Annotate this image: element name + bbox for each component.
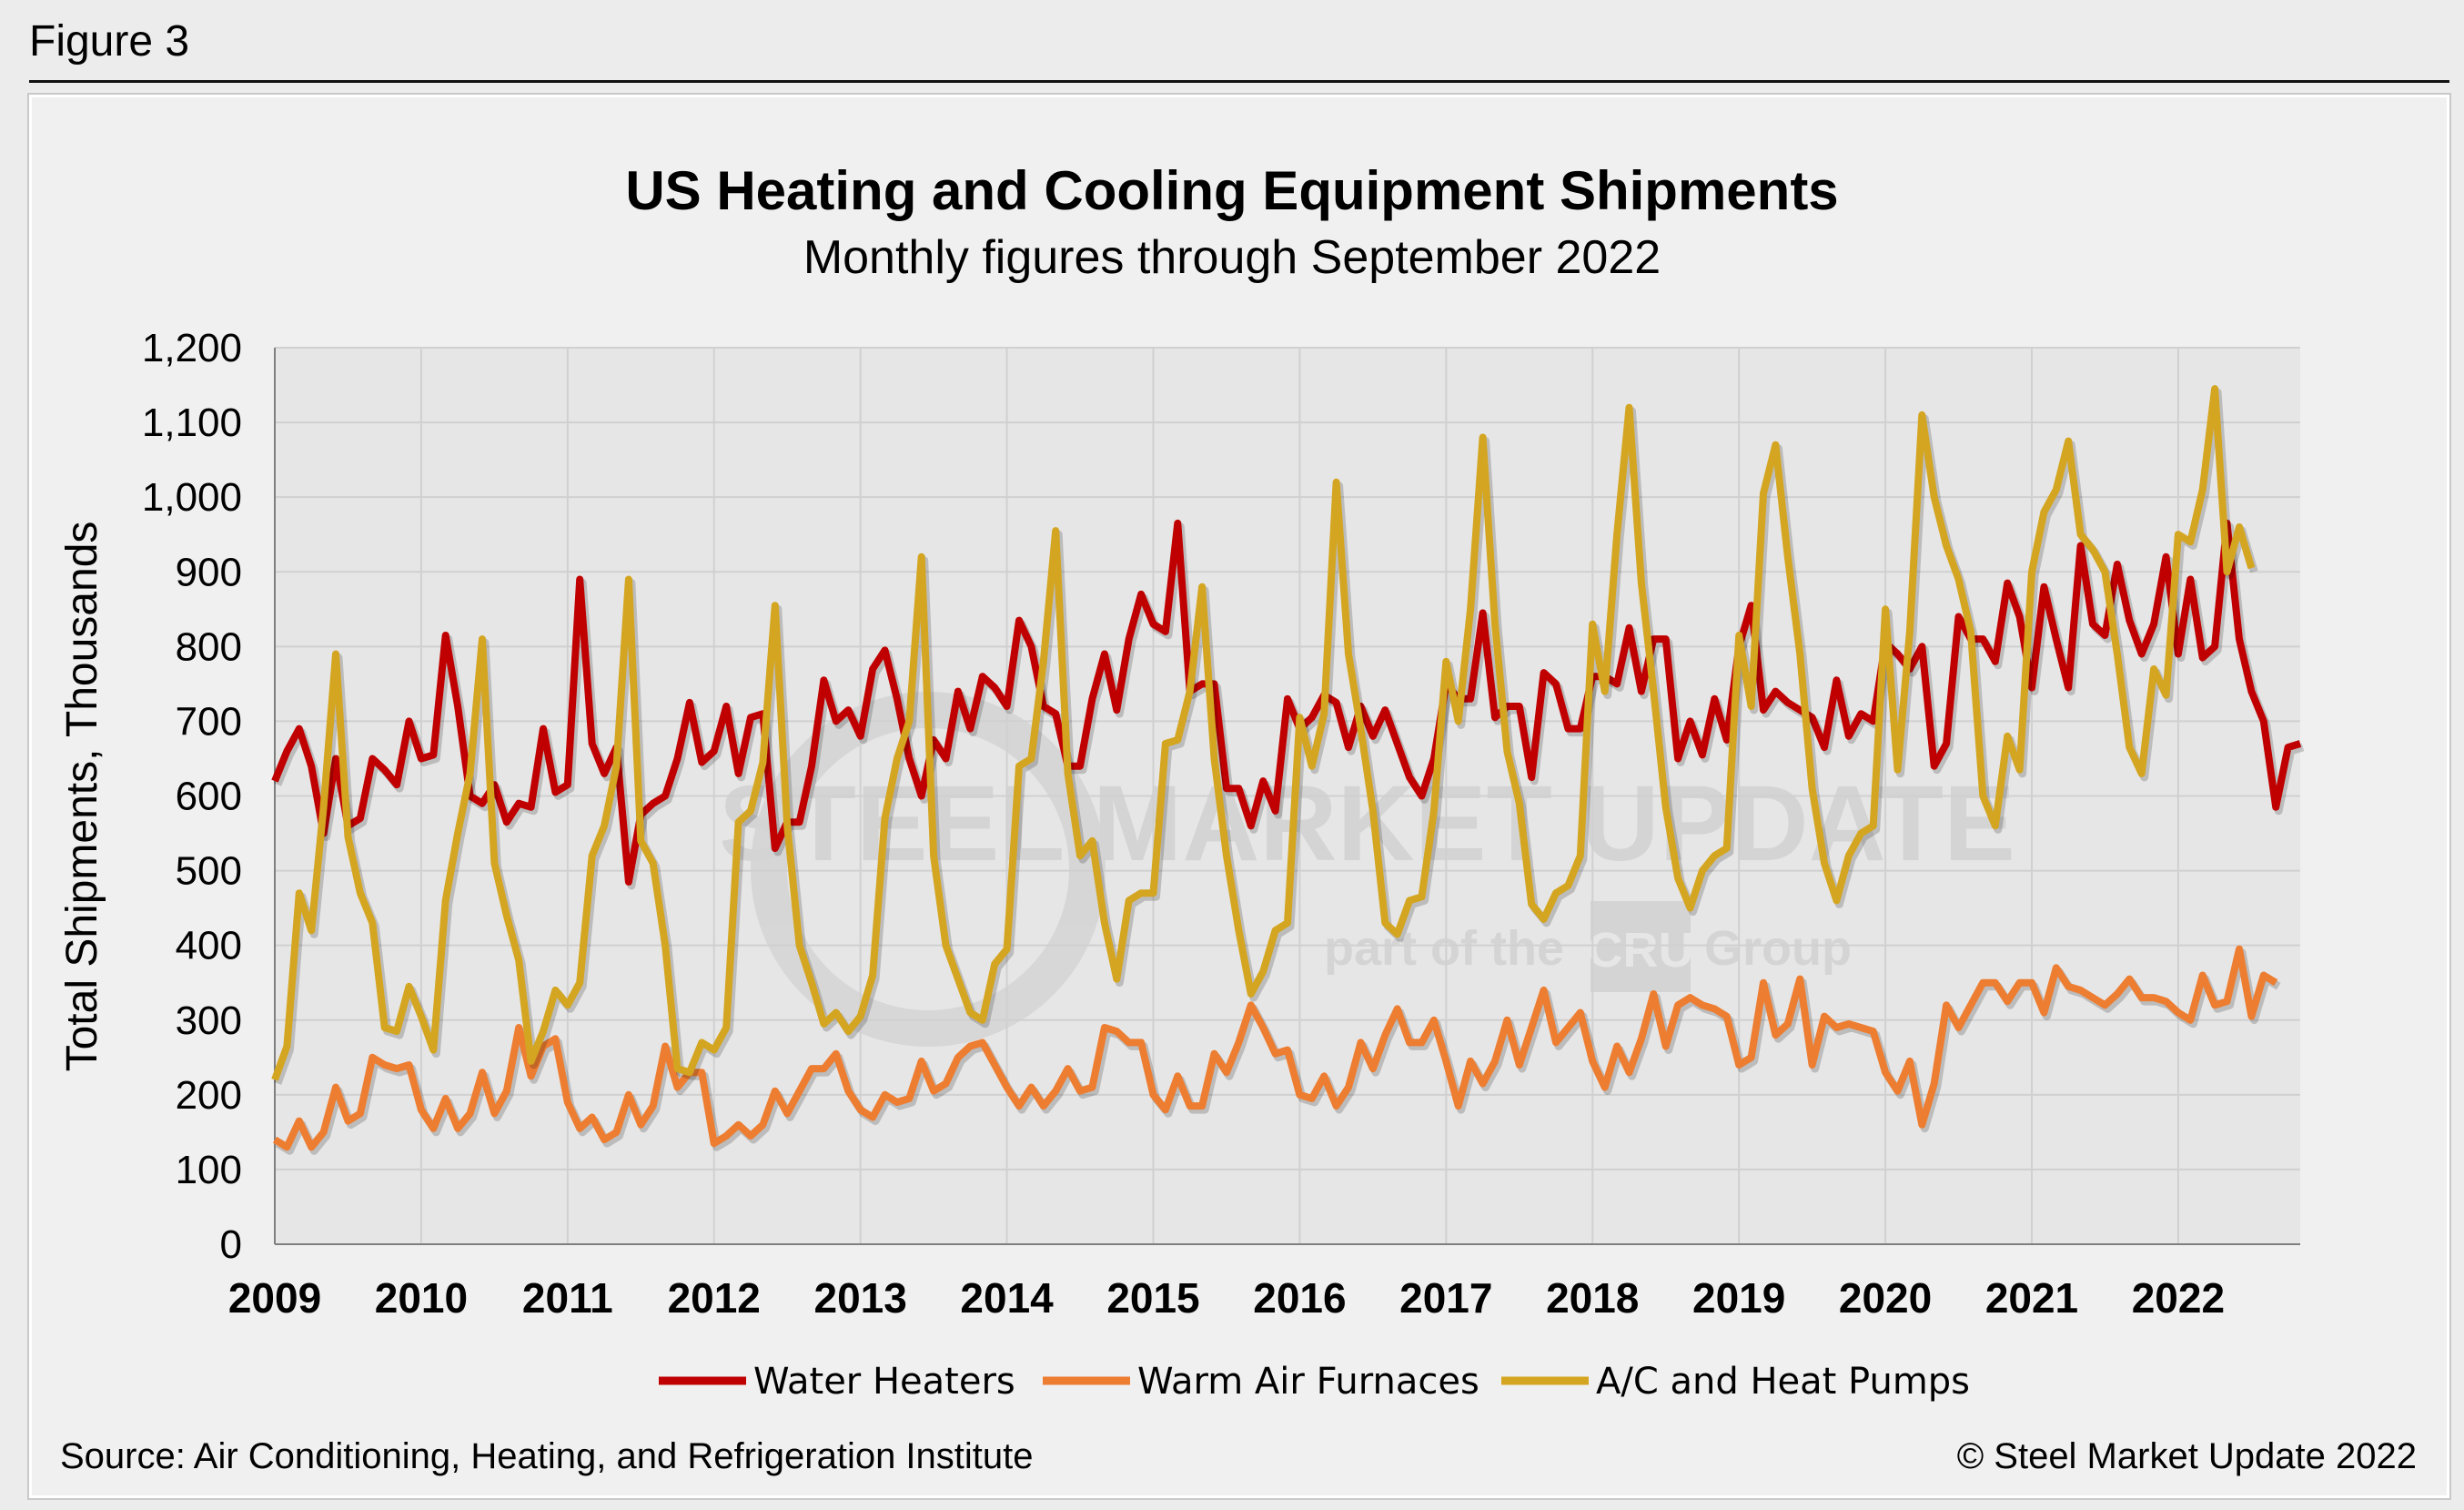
x-tick-label: 2017	[1399, 1274, 1492, 1322]
legend-label: Water Heaters	[753, 1361, 1015, 1403]
x-tick-label: 2018	[1546, 1274, 1639, 1322]
y-axis-ticks: 0 100 200 300 400 500 600 700 800 900 1,000 1,100 1,…	[142, 326, 242, 1267]
x-tick-label: 2020	[1839, 1274, 1932, 1322]
y-tick-label: 900	[176, 550, 242, 594]
copyright-note: © Steel Market Update 2022	[1956, 1436, 2417, 1476]
y-axis-label: Total Shipments, Thousands	[58, 522, 106, 1072]
x-tick-label: 2015	[1106, 1274, 1199, 1322]
y-tick-label: 0	[220, 1222, 242, 1267]
y-tick-label: 1,100	[142, 400, 242, 445]
x-axis-ticks: 2009 2010 2011 2012 2013 2014 2015 2016 2017 2018…	[228, 1274, 2225, 1322]
x-tick-label: 2022	[2132, 1274, 2225, 1322]
y-tick-label: 600	[176, 775, 242, 819]
x-tick-label: 2014	[960, 1274, 1054, 1322]
series-line-ac-heat-pumps	[271, 385, 2256, 1081]
y-tick-label: 300	[176, 998, 242, 1043]
y-tick-label: 800	[176, 624, 242, 669]
series-lines	[271, 385, 2305, 1155]
series-line-water-heaters	[271, 519, 2302, 886]
y-tick-label: 1,000	[142, 475, 242, 520]
watermark-tagline: part of the	[1324, 921, 1564, 976]
chart-title: US Heating and Cooling Equipment Shipmen…	[625, 160, 1838, 221]
chart-subtitle: Monthly figures through September 2022	[803, 231, 1661, 284]
source-note: Source: Air Conditioning, Heating, and R…	[60, 1436, 1034, 1476]
watermark-suffix: Group	[1704, 921, 1852, 976]
x-tick-label: 2011	[522, 1274, 613, 1322]
x-tick-label: 2016	[1253, 1274, 1346, 1322]
legend-label: Warm Air Furnaces	[1137, 1361, 1479, 1403]
y-tick-label: 700	[176, 699, 242, 744]
y-tick-label: 500	[176, 849, 242, 894]
y-tick-label: 200	[176, 1073, 242, 1118]
x-tick-label: 2009	[228, 1274, 321, 1322]
x-tick-label: 2019	[1692, 1274, 1785, 1322]
series-line-warm-air-furnaces	[272, 945, 2278, 1151]
y-tick-label: 100	[176, 1148, 242, 1192]
legend-label: A/C and Heat Pumps	[1596, 1361, 1970, 1403]
x-tick-label: 2013	[813, 1274, 906, 1322]
legend: Water Heaters Warm Air Furnaces A/C and He…	[659, 1361, 1970, 1403]
watermark-badge: CRU	[1588, 923, 1694, 978]
figure-label: Figure 3	[29, 17, 190, 66]
x-tick-label: 2021	[1985, 1274, 2078, 1322]
y-tick-label: 400	[176, 924, 242, 968]
x-tick-label: 2010	[375, 1274, 468, 1322]
watermark-badge-box	[1590, 901, 1691, 992]
x-tick-label: 2012	[668, 1274, 761, 1322]
header-divider	[29, 80, 2449, 83]
y-tick-label: 1,200	[142, 326, 242, 370]
